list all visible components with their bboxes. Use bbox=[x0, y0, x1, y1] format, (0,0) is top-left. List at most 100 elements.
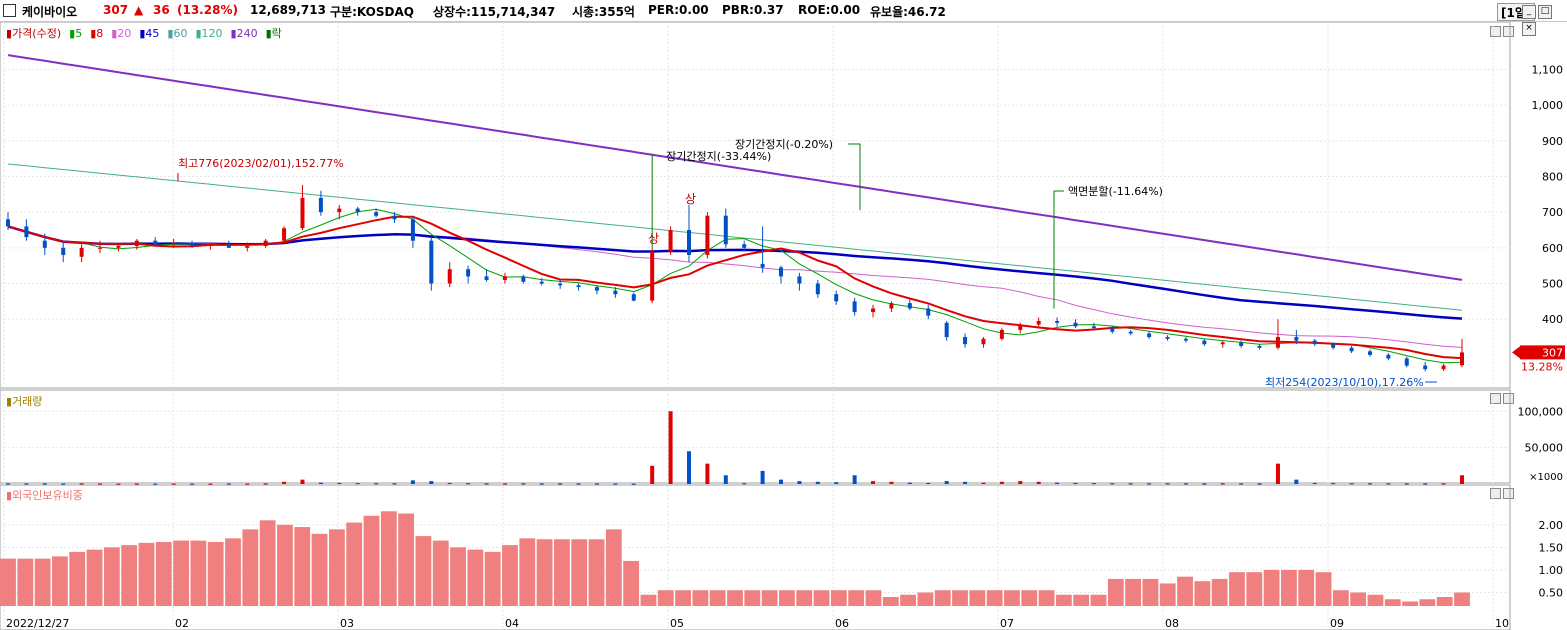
foreign-bar bbox=[259, 520, 276, 606]
foreign-bar bbox=[1419, 599, 1436, 606]
legend-price[interactable]: ▮가격(수정) bbox=[6, 27, 62, 40]
volume-bar bbox=[410, 480, 415, 484]
legend-ma8[interactable]: ▮8 bbox=[90, 27, 104, 40]
foreign-y-tick-label: 1.00 bbox=[1539, 564, 1564, 577]
volume-bar bbox=[245, 483, 250, 485]
price-pane-restore-icon[interactable] bbox=[1490, 26, 1501, 37]
reserve-ratio: 유보율:46.72 bbox=[870, 5, 946, 19]
legend-ma45[interactable]: ▮45 bbox=[139, 27, 160, 40]
foreign-pane-restore-icon[interactable] bbox=[1490, 488, 1501, 499]
candle-body bbox=[263, 240, 268, 247]
legend-ma5[interactable]: ▮5 bbox=[69, 27, 83, 40]
window-controls: _ □× bbox=[1520, 2, 1567, 36]
price-y-tick-label: 700 bbox=[1542, 206, 1563, 219]
foreign-bar bbox=[1038, 590, 1055, 606]
volume-bar bbox=[871, 481, 876, 484]
candle-body bbox=[981, 338, 986, 345]
candle-body bbox=[1239, 342, 1244, 346]
candle-body bbox=[1423, 365, 1428, 370]
price-y-tick-label: 900 bbox=[1542, 135, 1563, 148]
volume-bar bbox=[484, 483, 489, 485]
x-tick-label: 02 bbox=[175, 617, 189, 630]
price-y-tick-label: 1,100 bbox=[1532, 63, 1564, 76]
volume-bar bbox=[1110, 483, 1115, 485]
volume-pane-close-icon[interactable] bbox=[1503, 393, 1514, 404]
volume-bar bbox=[429, 481, 434, 484]
close-icon[interactable]: × bbox=[1522, 22, 1536, 36]
foreign-bar bbox=[17, 558, 34, 606]
foreign-bar bbox=[1315, 572, 1332, 606]
legend-ma60[interactable]: ▮60 bbox=[167, 27, 188, 40]
volume-bar bbox=[742, 483, 747, 485]
volume-legend[interactable]: ▮거래량 bbox=[6, 395, 43, 408]
checkbox[interactable] bbox=[3, 4, 16, 17]
x-tick-label: 09 bbox=[1330, 617, 1344, 630]
volume-bar bbox=[282, 481, 287, 484]
foreign-y-tick-label: 0.50 bbox=[1539, 586, 1564, 599]
legend-ma240[interactable]: ▮240 bbox=[230, 27, 258, 40]
halt-pointer-2 bbox=[848, 143, 861, 211]
price-change-pct: (13.28%) bbox=[177, 3, 238, 17]
listed-shares: 상장수:115,714,347 bbox=[433, 5, 556, 19]
candle-body bbox=[355, 208, 360, 213]
stock-chart[interactable]: 2022/12/27 02 03 04 05 06 07 08 09 10 400 500 600 700… bbox=[0, 22, 1567, 630]
candle-body bbox=[1257, 345, 1262, 348]
split-pointer bbox=[1053, 190, 1064, 309]
foreign-legend[interactable]: ▮외국인보유비중 bbox=[6, 489, 83, 502]
price-pane-close-icon[interactable] bbox=[1503, 26, 1514, 37]
foreign-bar bbox=[813, 590, 830, 606]
volume-bar bbox=[1220, 483, 1225, 485]
candle-body bbox=[1110, 328, 1115, 332]
candle-body bbox=[797, 276, 802, 284]
legend-ma20[interactable]: ▮20 bbox=[111, 27, 132, 40]
foreign-bar bbox=[1194, 581, 1211, 606]
foreign-pane-close-icon[interactable] bbox=[1503, 488, 1514, 499]
maximize-icon[interactable]: □ bbox=[1538, 5, 1552, 19]
foreign-bar bbox=[1177, 576, 1193, 606]
candle-body bbox=[1073, 322, 1078, 327]
candle-body bbox=[484, 276, 489, 280]
candle-body bbox=[42, 240, 47, 248]
legend-ex-rights[interactable]: ▮락 bbox=[265, 27, 282, 40]
legend-ma120[interactable]: ▮120 bbox=[195, 27, 223, 40]
foreign-bar bbox=[900, 594, 916, 606]
volume-bar bbox=[1312, 482, 1317, 484]
volume-bar bbox=[42, 483, 47, 485]
price-y-tick-label: 500 bbox=[1542, 278, 1563, 291]
foreign-bar bbox=[1211, 578, 1228, 606]
foreign-bar bbox=[398, 513, 415, 606]
foreign-bar bbox=[1021, 590, 1038, 606]
foreign-bar bbox=[1004, 590, 1020, 606]
candle-body bbox=[190, 242, 195, 247]
volume-pane-restore-icon[interactable] bbox=[1490, 393, 1501, 404]
volume-bar bbox=[944, 481, 949, 484]
last-price-arrow-icon bbox=[1512, 346, 1520, 359]
candle-body bbox=[502, 276, 507, 280]
candle-body bbox=[1128, 331, 1133, 334]
candle-body bbox=[410, 219, 415, 241]
price-pane-frame bbox=[0, 22, 1511, 389]
volume-bar bbox=[668, 411, 673, 484]
candle-body bbox=[1460, 352, 1464, 366]
volume-bar bbox=[1294, 479, 1299, 484]
stock-name[interactable]: 케이바이오 bbox=[22, 5, 78, 19]
foreign-bar bbox=[346, 522, 363, 606]
volume-bar bbox=[834, 482, 839, 484]
price-y-tick-label: 600 bbox=[1542, 242, 1563, 255]
x-tick-label: 05 bbox=[670, 617, 684, 630]
candle-body bbox=[558, 283, 563, 286]
split-annotation: 액면분할(-11.64%) bbox=[1068, 185, 1163, 198]
volume-bar bbox=[1257, 483, 1262, 485]
candle-body bbox=[116, 246, 121, 248]
foreign-bar bbox=[69, 551, 86, 606]
candle-body bbox=[318, 197, 323, 213]
foreign-bar bbox=[484, 551, 501, 606]
price-change: 36 bbox=[153, 3, 170, 17]
high-annotation: 최고776(2023/02/01),152.77% bbox=[178, 157, 344, 170]
volume-bar bbox=[171, 483, 176, 485]
foreign-bar bbox=[1229, 572, 1245, 606]
minimize-icon[interactable]: _ bbox=[1522, 5, 1536, 19]
foreign-bar bbox=[1367, 594, 1384, 606]
foreign-bar bbox=[1436, 596, 1453, 606]
foreign-bar bbox=[640, 594, 657, 606]
